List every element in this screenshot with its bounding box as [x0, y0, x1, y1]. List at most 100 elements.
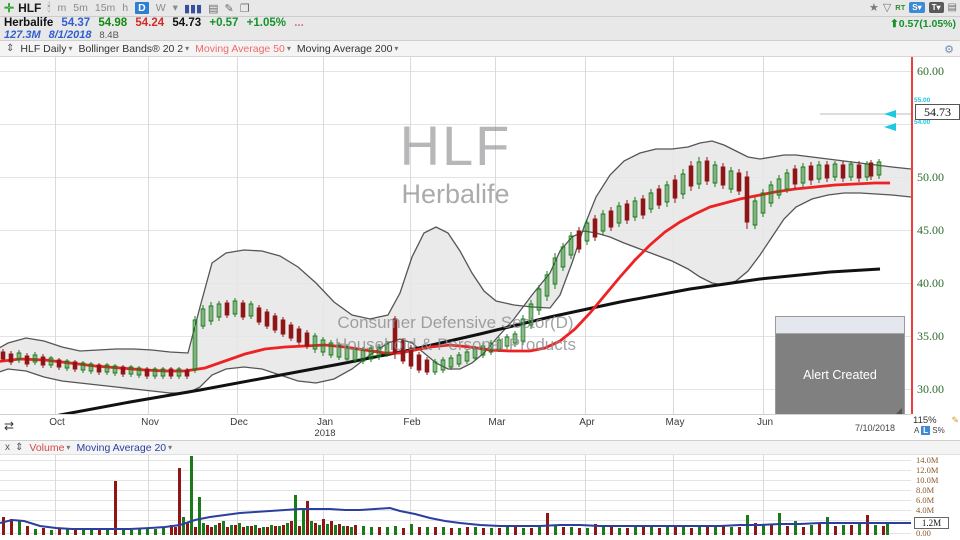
annotate-pencil-icon[interactable]: ✎: [951, 415, 959, 425]
volume-tick-10m: 10.0M: [916, 475, 939, 485]
price-tick-35: 35.00: [917, 329, 944, 343]
alert-created-dialog[interactable]: Alert Created ◢: [775, 316, 905, 416]
quote-change-arrow: ⬆0.57(1.05%): [890, 18, 956, 30]
star-icon[interactable]: ★: [868, 2, 879, 14]
gear-icon[interactable]: ⚙: [944, 44, 954, 56]
quote-close: 54.73: [172, 17, 202, 29]
copy-icon[interactable]: ❐: [239, 2, 250, 15]
indicator-legend-bar: ⇕ HLF Daily ▾ Bollinger Bands® 20 2 ▾ Mo…: [0, 41, 960, 57]
indicator-hlf-daily[interactable]: HLF Daily: [20, 42, 67, 55]
candlestick-series: [0, 157, 882, 379]
quote-change-pct: +1.05%: [246, 17, 286, 29]
quote-block: Herbalife 54.37 54.98 54.24 54.73 +0.57 …: [0, 17, 960, 41]
timeframe-w[interactable]: W: [155, 2, 166, 14]
moving-average-200-line: [57, 267, 881, 414]
volume-tick-12m: 12.0M: [916, 465, 939, 475]
resize-grip-icon[interactable]: ◢: [895, 406, 902, 415]
volume-tick-4m: 4.0M: [916, 505, 935, 515]
timeframe-m[interactable]: m: [57, 2, 67, 14]
add-symbol-icon[interactable]: ✛: [4, 1, 15, 15]
volume-legend-bar: x ⇕ Volume ▾ Moving Average 20 ▾: [0, 440, 960, 455]
chevron-down-icon-4[interactable]: ▾: [394, 44, 399, 53]
refresh-icon[interactable]: ⇄: [4, 419, 15, 433]
date-tick-jan-month: Jan: [316, 417, 334, 428]
date-tick-nov: Nov: [141, 417, 159, 428]
save-icon[interactable]: ▤: [947, 2, 957, 13]
price-tick-40: 40.00: [917, 276, 944, 290]
volume-vertical-gridlines: [55, 455, 764, 535]
volume-axis[interactable]: 14.0M 12.0M 10.0M 8.0M 6.0M 4.0M 2.0M 0.…: [911, 455, 960, 540]
date-tick-year: 2018: [314, 428, 336, 439]
volume-tick-8m: 8.0M: [916, 485, 935, 495]
volume-indicator-label[interactable]: Volume: [29, 441, 65, 454]
symbol-toolbar: ✛ HLF 🕯 m 5m 15m h D W ▾ ▮▮▮ ▤ ✎ ❐ ★ ▽ R…: [0, 0, 960, 17]
pencil-icon[interactable]: ✎: [224, 2, 234, 15]
scale-mode-arithmetic[interactable]: A: [914, 426, 919, 435]
timeframe-15m[interactable]: 15m: [94, 2, 116, 14]
company-name: Herbalife: [4, 17, 54, 29]
date-tick-mar: Mar: [488, 417, 506, 428]
timeframe-d[interactable]: D: [135, 2, 149, 14]
volume-ma20-label[interactable]: Moving Average 20: [76, 441, 167, 454]
timeframe-dropdown-caret[interactable]: ▾: [172, 2, 178, 14]
current-volume-box: 1.2M: [914, 517, 949, 529]
timeframe-h[interactable]: h: [122, 2, 129, 14]
alert-label-55[interactable]: 55.00: [914, 97, 931, 104]
zoom-level-label: 115%: [913, 415, 937, 426]
volume-tick-14m: 14.0M: [916, 455, 939, 465]
tools-t-badge[interactable]: T▾: [928, 2, 944, 13]
last-date-label: 7/10/2018: [855, 423, 896, 433]
price-tick-45: 45.00: [917, 223, 944, 237]
add-pane-icon[interactable]: ▤: [208, 2, 219, 15]
indicator-moving-average-200[interactable]: Moving Average 200: [296, 42, 393, 55]
quote-volume-row: 127.3M 8/1/2018 8.4B: [4, 29, 119, 41]
volume-chevron-down-icon[interactable]: ▾: [66, 443, 71, 452]
symbol-label: HLF: [18, 1, 42, 15]
volume-ma-chevron-down-icon[interactable]: ▾: [168, 443, 173, 452]
volume-gridlines: [0, 460, 911, 534]
quote-open: 54.37: [61, 17, 91, 29]
volume-tick-0: 0.00: [916, 528, 931, 538]
indicator-bollinger-bands[interactable]: Bollinger Bands® 20 2: [78, 42, 184, 55]
quote-low: 54.24: [135, 17, 165, 29]
scale-mode-group: A L S%: [914, 426, 945, 435]
scale-mode-percent[interactable]: S%: [932, 426, 945, 435]
date-tick-jun: Jun: [756, 417, 774, 428]
candle-type-icon[interactable]: 🕯: [47, 1, 51, 14]
toolbar-right-group: ★ ▽ RT S▾ T▾ ▤: [869, 1, 957, 14]
volume-drag-grip-icon[interactable]: ⇕: [15, 442, 24, 453]
date-tick-oct: Oct: [49, 417, 65, 428]
quote-volume: 127.3M: [4, 29, 41, 41]
settings-s-badge[interactable]: S▾: [909, 2, 925, 13]
bars-icon[interactable]: ▮▮▮: [183, 2, 203, 15]
volume-tick-6m: 6.0M: [916, 495, 935, 505]
chevron-down-icon-3[interactable]: ▾: [286, 44, 291, 53]
filter-icon[interactable]: ▽: [882, 2, 892, 14]
drag-grip-icon[interactable]: ⇕: [6, 43, 15, 54]
alert-dialog-header[interactable]: [776, 317, 904, 334]
close-volume-pane-icon[interactable]: x: [5, 442, 10, 453]
date-tick-apr: Apr: [579, 417, 595, 428]
zoom-controls[interactable]: 115% ✎ A L S%: [911, 414, 960, 440]
date-tick-jan: Jan 2018: [308, 417, 342, 439]
quote-market-cap: 8.4B: [99, 30, 119, 41]
quote-date: 8/1/2018: [48, 29, 92, 41]
chevron-down-icon-1[interactable]: ▾: [68, 44, 73, 53]
realtime-badge: RT: [895, 3, 906, 12]
scale-mode-log[interactable]: L: [921, 426, 931, 435]
bollinger-band-fill: [0, 141, 911, 393]
chevron-down-icon-2[interactable]: ▾: [185, 44, 190, 53]
alert-dialog-message: Alert Created: [803, 367, 877, 382]
indicator-moving-average-50[interactable]: Moving Average 50: [195, 42, 285, 55]
alert-label-54[interactable]: 54.00: [914, 119, 931, 126]
date-tick-feb: Feb: [403, 417, 421, 428]
date-tick-may: May: [665, 417, 685, 428]
price-axis[interactable]: 60.00 50.00 45.00 40.00 35.00 30.00 55.0…: [911, 57, 960, 414]
alert-level-lines: [820, 110, 911, 131]
price-chart-pane[interactable]: HLF Herbalife Consumer Defensive Sector(…: [0, 57, 911, 414]
quote-more-ellipsis[interactable]: ...: [294, 17, 304, 29]
timeframe-5m[interactable]: 5m: [73, 2, 88, 14]
price-tick-60: 60.00: [917, 64, 944, 78]
volume-chart-pane[interactable]: [0, 455, 911, 540]
bollinger-upper-band: [0, 140, 911, 354]
